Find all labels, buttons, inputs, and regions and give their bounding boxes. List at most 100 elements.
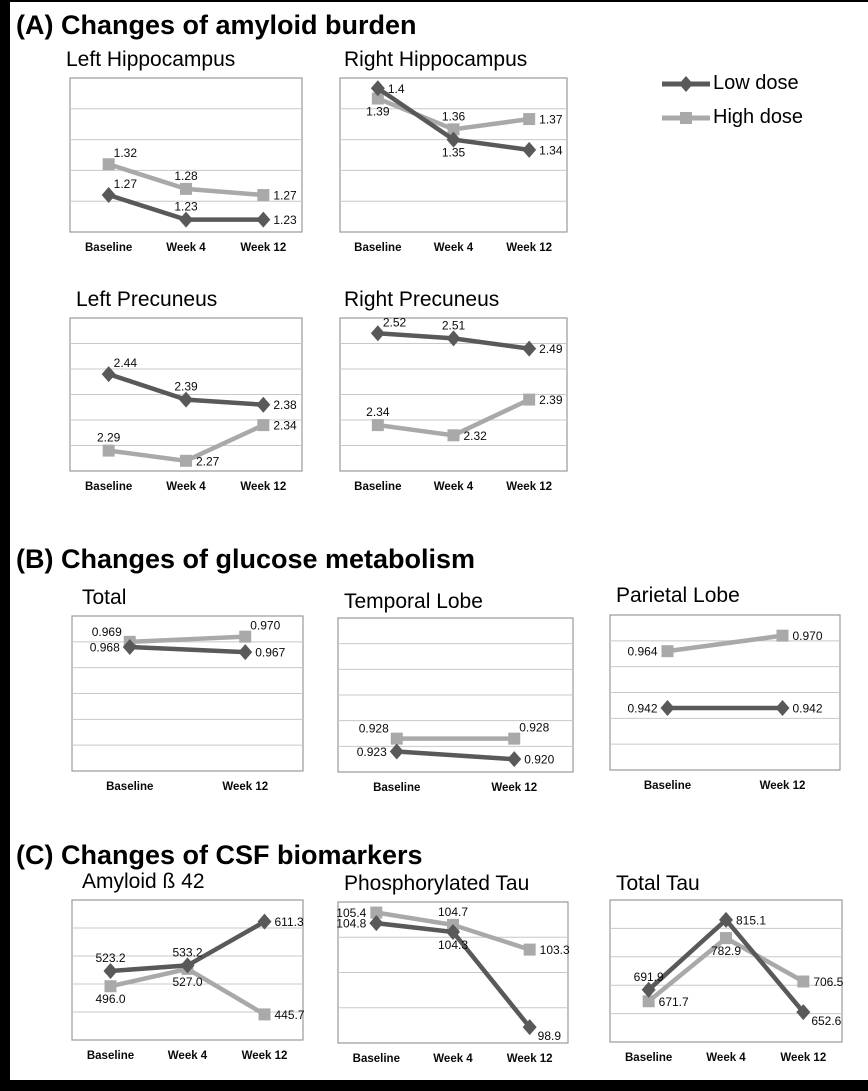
data-label: 1.32 xyxy=(114,146,138,160)
data-label: 2.52 xyxy=(383,315,407,329)
x-axis-label: Week 12 xyxy=(491,782,537,794)
line-plot-phosphorylated-tau: 104.8 104.3 98.9 105.4 104.7 103.3 Baseline Wee… xyxy=(336,901,570,1065)
line-plot-total-tau: 691.9 815.1 652.6 671.7 782.9 706.5 Baseline We… xyxy=(609,899,844,1064)
x-axis-label: Baseline xyxy=(644,780,691,792)
square-marker-high-dose xyxy=(102,444,115,457)
data-label: 0.967 xyxy=(255,646,285,660)
data-label: 2.39 xyxy=(174,380,198,394)
line-plot-amyloid-beta-42: 523.2 533.2 611.3 496.0 527.0 445.7 Baseline We… xyxy=(71,899,305,1062)
square-marker-high-dose xyxy=(508,732,521,745)
data-label: 2.49 xyxy=(539,342,563,356)
data-label: 0.969 xyxy=(92,625,122,639)
diamond-marker-low-dose xyxy=(522,1019,537,1036)
line-plot-parietal-lobe: 0.942 0.942 0.964 0.970 Baseline Week 12 xyxy=(609,614,841,792)
series-line-low-dose xyxy=(396,749,515,762)
data-label: 652.6 xyxy=(811,1014,841,1028)
diamond-marker-low-dose xyxy=(103,963,118,980)
data-label: 1.35 xyxy=(442,146,466,160)
x-axis-label: Week 12 xyxy=(506,481,552,493)
data-label: 496.0 xyxy=(95,992,125,1006)
x-axis-label: Baseline xyxy=(354,481,401,493)
data-label: 815.1 xyxy=(736,913,766,927)
data-label: 706.5 xyxy=(813,975,843,989)
section-heading-a: (A) Changes of amyloid burden xyxy=(16,10,417,40)
data-label: 1.37 xyxy=(539,113,563,127)
diamond-marker-icon xyxy=(679,75,693,92)
line-plot-temporal-lobe: 0.923 0.920 0.928 0.928 Baseline Week 12 xyxy=(337,617,574,794)
diamond-marker-low-dose xyxy=(369,915,384,932)
x-axis-label: Baseline xyxy=(106,781,153,793)
x-axis-label: Baseline xyxy=(354,242,401,254)
line-plot-left-hippocampus: 1.27 1.23 1.23 1.32 1.28 1.27 Baseline Week 4 We… xyxy=(69,77,303,254)
x-axis-label: Week 4 xyxy=(166,242,206,254)
diamond-marker-low-dose xyxy=(256,211,271,228)
diamond-marker-low-dose xyxy=(446,923,460,940)
data-label: 2.34 xyxy=(273,419,297,433)
data-label: 611.3 xyxy=(275,915,304,929)
data-label: 103.3 xyxy=(540,943,570,957)
square-marker-high-dose xyxy=(371,92,384,105)
x-axis-label: Week 4 xyxy=(166,481,206,493)
data-label: 0.964 xyxy=(627,645,657,659)
data-label: 782.9 xyxy=(711,944,741,958)
square-marker-icon xyxy=(680,111,692,124)
legend: Low dose High dose xyxy=(662,72,803,129)
line-plot-left-precuneus: 2.44 2.39 2.38 2.29 2.27 2.34 Baseline Week 4 We… xyxy=(69,317,303,493)
data-label: 0.928 xyxy=(359,722,389,736)
x-axis-label: Baseline xyxy=(85,481,132,493)
diamond-marker-low-dose xyxy=(796,1004,811,1021)
x-axis-label: Week 12 xyxy=(240,481,286,493)
data-label: 671.7 xyxy=(659,995,689,1009)
data-label: 0.923 xyxy=(357,745,387,759)
square-marker-high-dose xyxy=(239,630,252,643)
chart-title-right-hippocampus: Right Hippocampus xyxy=(344,48,528,71)
data-label: 0.970 xyxy=(793,629,823,643)
legend-item-low-dose: Low dose xyxy=(662,72,803,95)
square-marker-high-dose xyxy=(390,732,403,745)
x-axis-label: Baseline xyxy=(625,1052,672,1064)
diamond-marker-low-dose xyxy=(446,131,461,148)
frame-bottom-bar xyxy=(0,1080,868,1091)
diamond-marker-low-dose xyxy=(641,981,656,998)
x-axis-label: Week 4 xyxy=(706,1052,746,1064)
series-line-high-dose xyxy=(129,634,246,645)
series-line-low-dose xyxy=(129,644,246,655)
x-axis-label: Week 4 xyxy=(168,1050,208,1062)
diamond-marker-low-dose xyxy=(256,396,271,413)
square-marker-high-dose xyxy=(661,645,674,658)
data-label: 2.32 xyxy=(464,429,488,443)
diamond-marker-low-dose xyxy=(446,330,461,347)
x-axis-label: Week 12 xyxy=(506,242,552,254)
diamond-marker-low-dose xyxy=(370,80,385,97)
data-label: 2.29 xyxy=(97,431,121,445)
series-line-high-dose xyxy=(667,633,783,654)
square-marker-high-dose xyxy=(797,975,810,988)
square-marker-high-dose xyxy=(776,629,789,642)
data-label: 2.39 xyxy=(539,393,563,407)
chart-title-temporal-lobe: Temporal Lobe xyxy=(344,590,483,613)
data-label: 2.27 xyxy=(196,454,220,468)
square-marker-high-dose xyxy=(447,429,460,442)
square-marker-high-dose xyxy=(370,906,383,919)
diamond-marker-low-dose xyxy=(507,751,522,768)
diamond-marker-low-dose xyxy=(179,211,193,228)
x-axis-label: Week 12 xyxy=(780,1052,826,1064)
x-axis-label: Baseline xyxy=(373,782,420,794)
data-label: 0.928 xyxy=(519,721,549,735)
x-axis-label: Week 12 xyxy=(240,242,286,254)
data-label: 105.4 xyxy=(336,906,366,920)
square-marker-high-dose xyxy=(180,182,192,195)
square-marker-high-dose xyxy=(523,943,536,956)
line-plot-right-hippocampus: 1.4 1.35 1.34 1.39 1.36 1.37 Baseline Week 4 Wee… xyxy=(339,77,568,254)
data-label: 2.34 xyxy=(366,405,390,419)
legend-label-low-dose: Low dose xyxy=(713,72,799,94)
square-marker-high-dose xyxy=(257,189,270,202)
diamond-marker-low-dose xyxy=(719,911,733,928)
square-marker-high-dose xyxy=(371,419,384,432)
data-label: 2.38 xyxy=(273,398,297,412)
data-label: 1.36 xyxy=(442,109,466,123)
data-label: 0.970 xyxy=(250,619,280,633)
square-marker-icon xyxy=(662,111,710,124)
frame-top-line xyxy=(0,0,868,2)
